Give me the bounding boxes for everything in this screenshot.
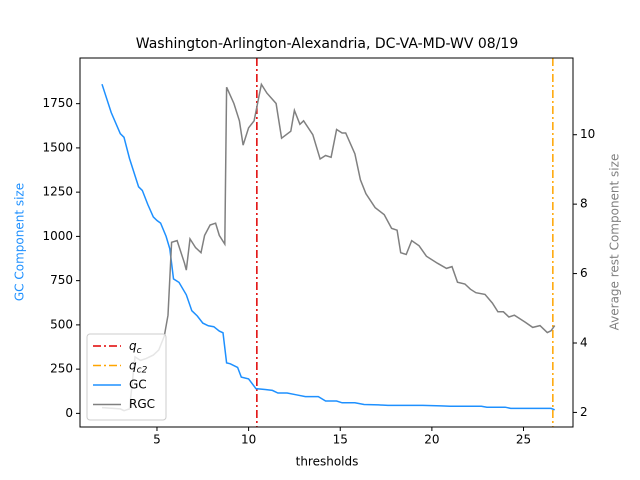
y2-tick-label: 10: [580, 127, 595, 141]
axes-frame: [79, 57, 574, 428]
y-tick-label: 1250: [42, 185, 73, 199]
y-tick-label: 750: [50, 273, 73, 287]
x-tick-label: 20: [424, 433, 439, 447]
legend-subscript: c2: [137, 365, 148, 375]
y-axis-label: GC Component size: [13, 183, 27, 301]
y-tick-label: 1750: [42, 96, 73, 110]
plot-area: [101, 58, 556, 427]
y2-tick-label: 4: [580, 335, 588, 349]
legend-label: RGC: [129, 397, 155, 411]
y-tick-label: 250: [50, 362, 73, 376]
legend-label: GC: [129, 378, 147, 392]
legend-label: qc: [129, 339, 142, 356]
x-tick-label: 10: [241, 433, 256, 447]
chart-title: Washington-Arlington-Alexandria, DC-VA-M…: [136, 36, 519, 52]
series-line: [101, 83, 555, 411]
legend-symbol: q: [129, 339, 137, 353]
y-tick-label: 1500: [42, 140, 73, 154]
y2-axis-label: Average rest Component size: [608, 154, 622, 331]
legend-label: qc2: [129, 358, 148, 375]
legend-box: [86, 333, 167, 421]
y-tick-label: 1000: [42, 229, 73, 243]
y-tick-label: 0: [65, 406, 73, 420]
y2-tick-label: 2: [580, 405, 588, 419]
x-axis-label: thresholds: [296, 455, 359, 469]
x-tick-label: 15: [333, 433, 348, 447]
y2-tick-label: 8: [580, 197, 588, 211]
y-tick-label: 500: [50, 317, 73, 331]
y2-tick-label: 6: [580, 266, 588, 280]
legend-subscript: c: [137, 346, 142, 356]
series-line: [101, 82, 556, 412]
legend-symbol: q: [129, 358, 137, 372]
x-tick-label: 25: [516, 433, 531, 447]
x-tick-label: 5: [153, 433, 161, 447]
